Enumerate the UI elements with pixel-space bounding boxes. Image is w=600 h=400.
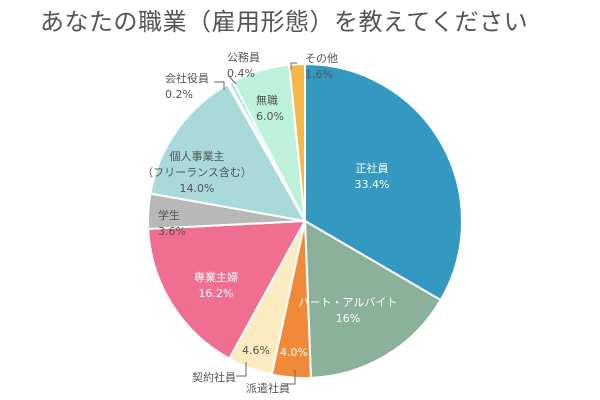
slice-value-label: 0.2% (165, 88, 193, 101)
slice-value-label: 14.0% (180, 182, 215, 195)
slice-category-label: 無職 (256, 93, 278, 107)
slice-value-label: 1.6% (305, 68, 333, 81)
slice-category-label: 個人事業主 (170, 150, 225, 163)
leader-line (290, 62, 297, 70)
slice-category-label: 会社役員 (165, 71, 209, 85)
pie-slice (303, 219, 443, 379)
slice-value-label: 16% (336, 312, 360, 325)
leader-line (236, 362, 247, 377)
chart-title: あなたの職業（雇用形態）を教えてください (40, 8, 529, 36)
slice-value-label: 3.6% (158, 225, 186, 238)
slice-value-label: 6.0% (256, 110, 284, 123)
slice-category-label: 専業主婦 (194, 270, 238, 284)
slice-category-label: 正社員 (356, 161, 389, 175)
pie-slice (288, 62, 306, 222)
slice-category-label: その他 (305, 52, 338, 65)
pie-slice (304, 62, 464, 302)
leader-line (284, 370, 296, 385)
slice-category-label: パート・アルバイト (299, 296, 398, 309)
leader-line (227, 74, 237, 85)
slice-value-label: 4.0% (280, 346, 308, 359)
slice-category-label: 公務員 (227, 50, 260, 64)
pie-slice (147, 219, 307, 360)
pie-slice (149, 83, 307, 223)
slice-value-label: 33.4% (355, 178, 390, 191)
leader-line (214, 81, 225, 90)
slice-category-label: （フリーランス含む） (142, 165, 252, 179)
slice-category-label: 契約社員 (192, 370, 236, 384)
slice-value-label: 0.4% (227, 67, 255, 80)
slice-value-label: 4.6% (242, 344, 270, 357)
slice-category-label: 派遣社員 (246, 381, 290, 395)
slice-value-label: 16.2% (199, 287, 234, 300)
slice-category-label: 学生 (158, 208, 180, 222)
